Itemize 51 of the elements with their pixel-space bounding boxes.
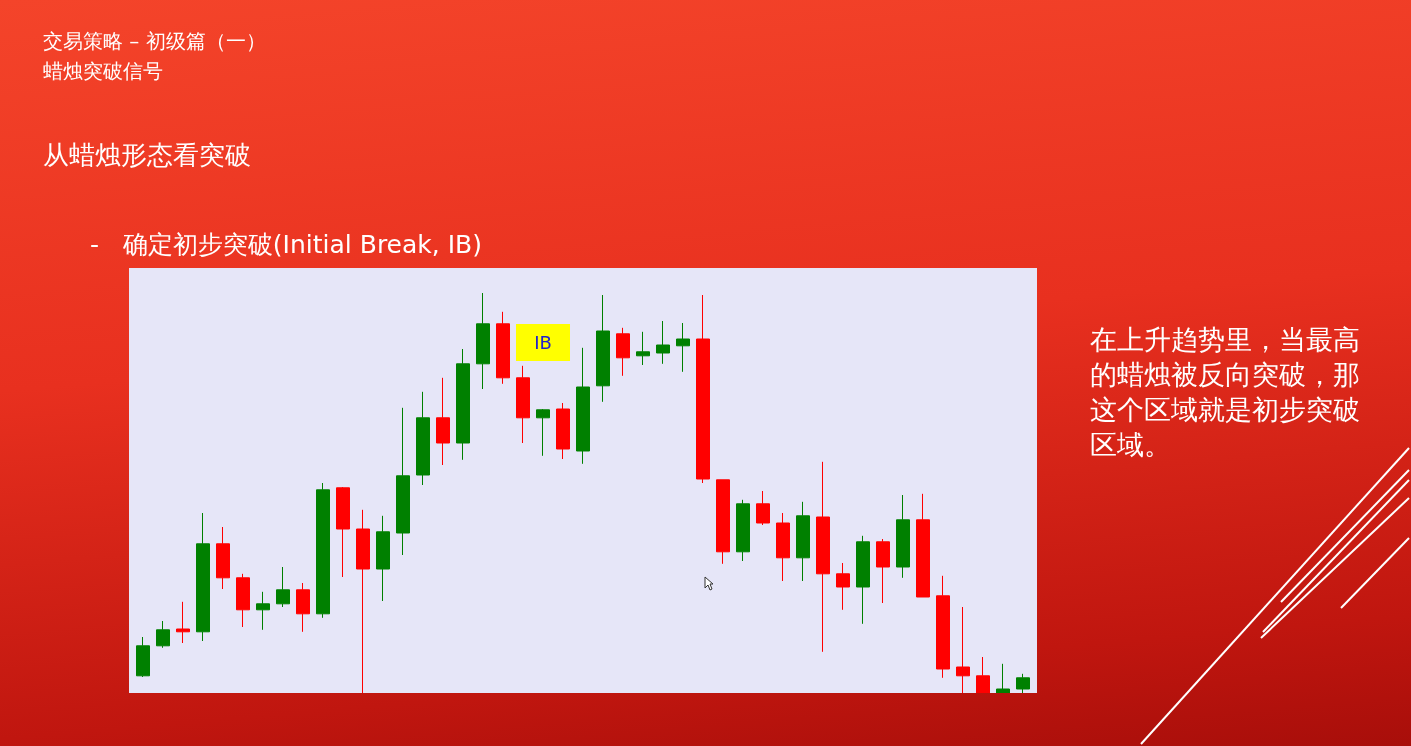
- candlestick: [536, 408, 550, 457]
- candlestick: [676, 322, 690, 373]
- candlestick: [256, 591, 270, 631]
- candlestick: [156, 620, 170, 649]
- annotation: IB: [516, 324, 570, 361]
- candlestick: [436, 377, 450, 466]
- candlestick: [696, 294, 710, 484]
- candlestick: [596, 294, 610, 403]
- candlestick: [916, 493, 930, 598]
- candlestick: [796, 501, 810, 582]
- candlestick: [576, 347, 590, 465]
- candlestick: [856, 535, 870, 625]
- candlestick: [196, 512, 210, 642]
- candlestick: [296, 582, 310, 633]
- candlestick: [836, 562, 850, 611]
- candlestick: [756, 490, 770, 526]
- candlestick: [976, 656, 990, 693]
- candlestick: [716, 479, 730, 565]
- candlestick: [876, 538, 890, 604]
- candlestick: [996, 663, 1010, 693]
- text: 在上升趋势里，当最高的蜡烛被反向突破，那这个区域就是初步突破区域。: [1090, 323, 1361, 462]
- text: - 确定初步突破(Initial Break, IB): [90, 229, 482, 261]
- candlestick: [416, 391, 430, 486]
- candlestick: [236, 573, 250, 628]
- candlestick: [456, 348, 470, 461]
- candlestick: [136, 636, 150, 678]
- candlestick: [336, 486, 350, 578]
- candlestick: [776, 512, 790, 582]
- candlestick: [636, 331, 650, 366]
- candlestick: [216, 526, 230, 590]
- candlestick: [656, 320, 670, 365]
- candlestick: [936, 575, 950, 679]
- candlestick: [276, 566, 290, 608]
- candlestick: [396, 407, 410, 556]
- candlestick: [896, 494, 910, 579]
- candlestick: [496, 311, 510, 385]
- candlestick: [476, 292, 490, 390]
- candlestick: [816, 461, 830, 653]
- candlestick: [376, 515, 390, 602]
- candlestick: [616, 327, 630, 377]
- chart-subtitle: 蜡烛突破信号: [43, 58, 163, 85]
- chart-title: 交易策略 – 初级篇（一）: [43, 28, 266, 55]
- candlestick: [956, 606, 970, 693]
- candlestick: [176, 601, 190, 644]
- candlestick: [736, 499, 750, 562]
- text: 从蜡烛形态看突破: [43, 139, 251, 172]
- candlestick: [516, 365, 530, 444]
- candlestick: [356, 509, 370, 693]
- candlestick: [1016, 673, 1030, 693]
- candlestick: [556, 402, 570, 460]
- candlestick: [316, 482, 330, 619]
